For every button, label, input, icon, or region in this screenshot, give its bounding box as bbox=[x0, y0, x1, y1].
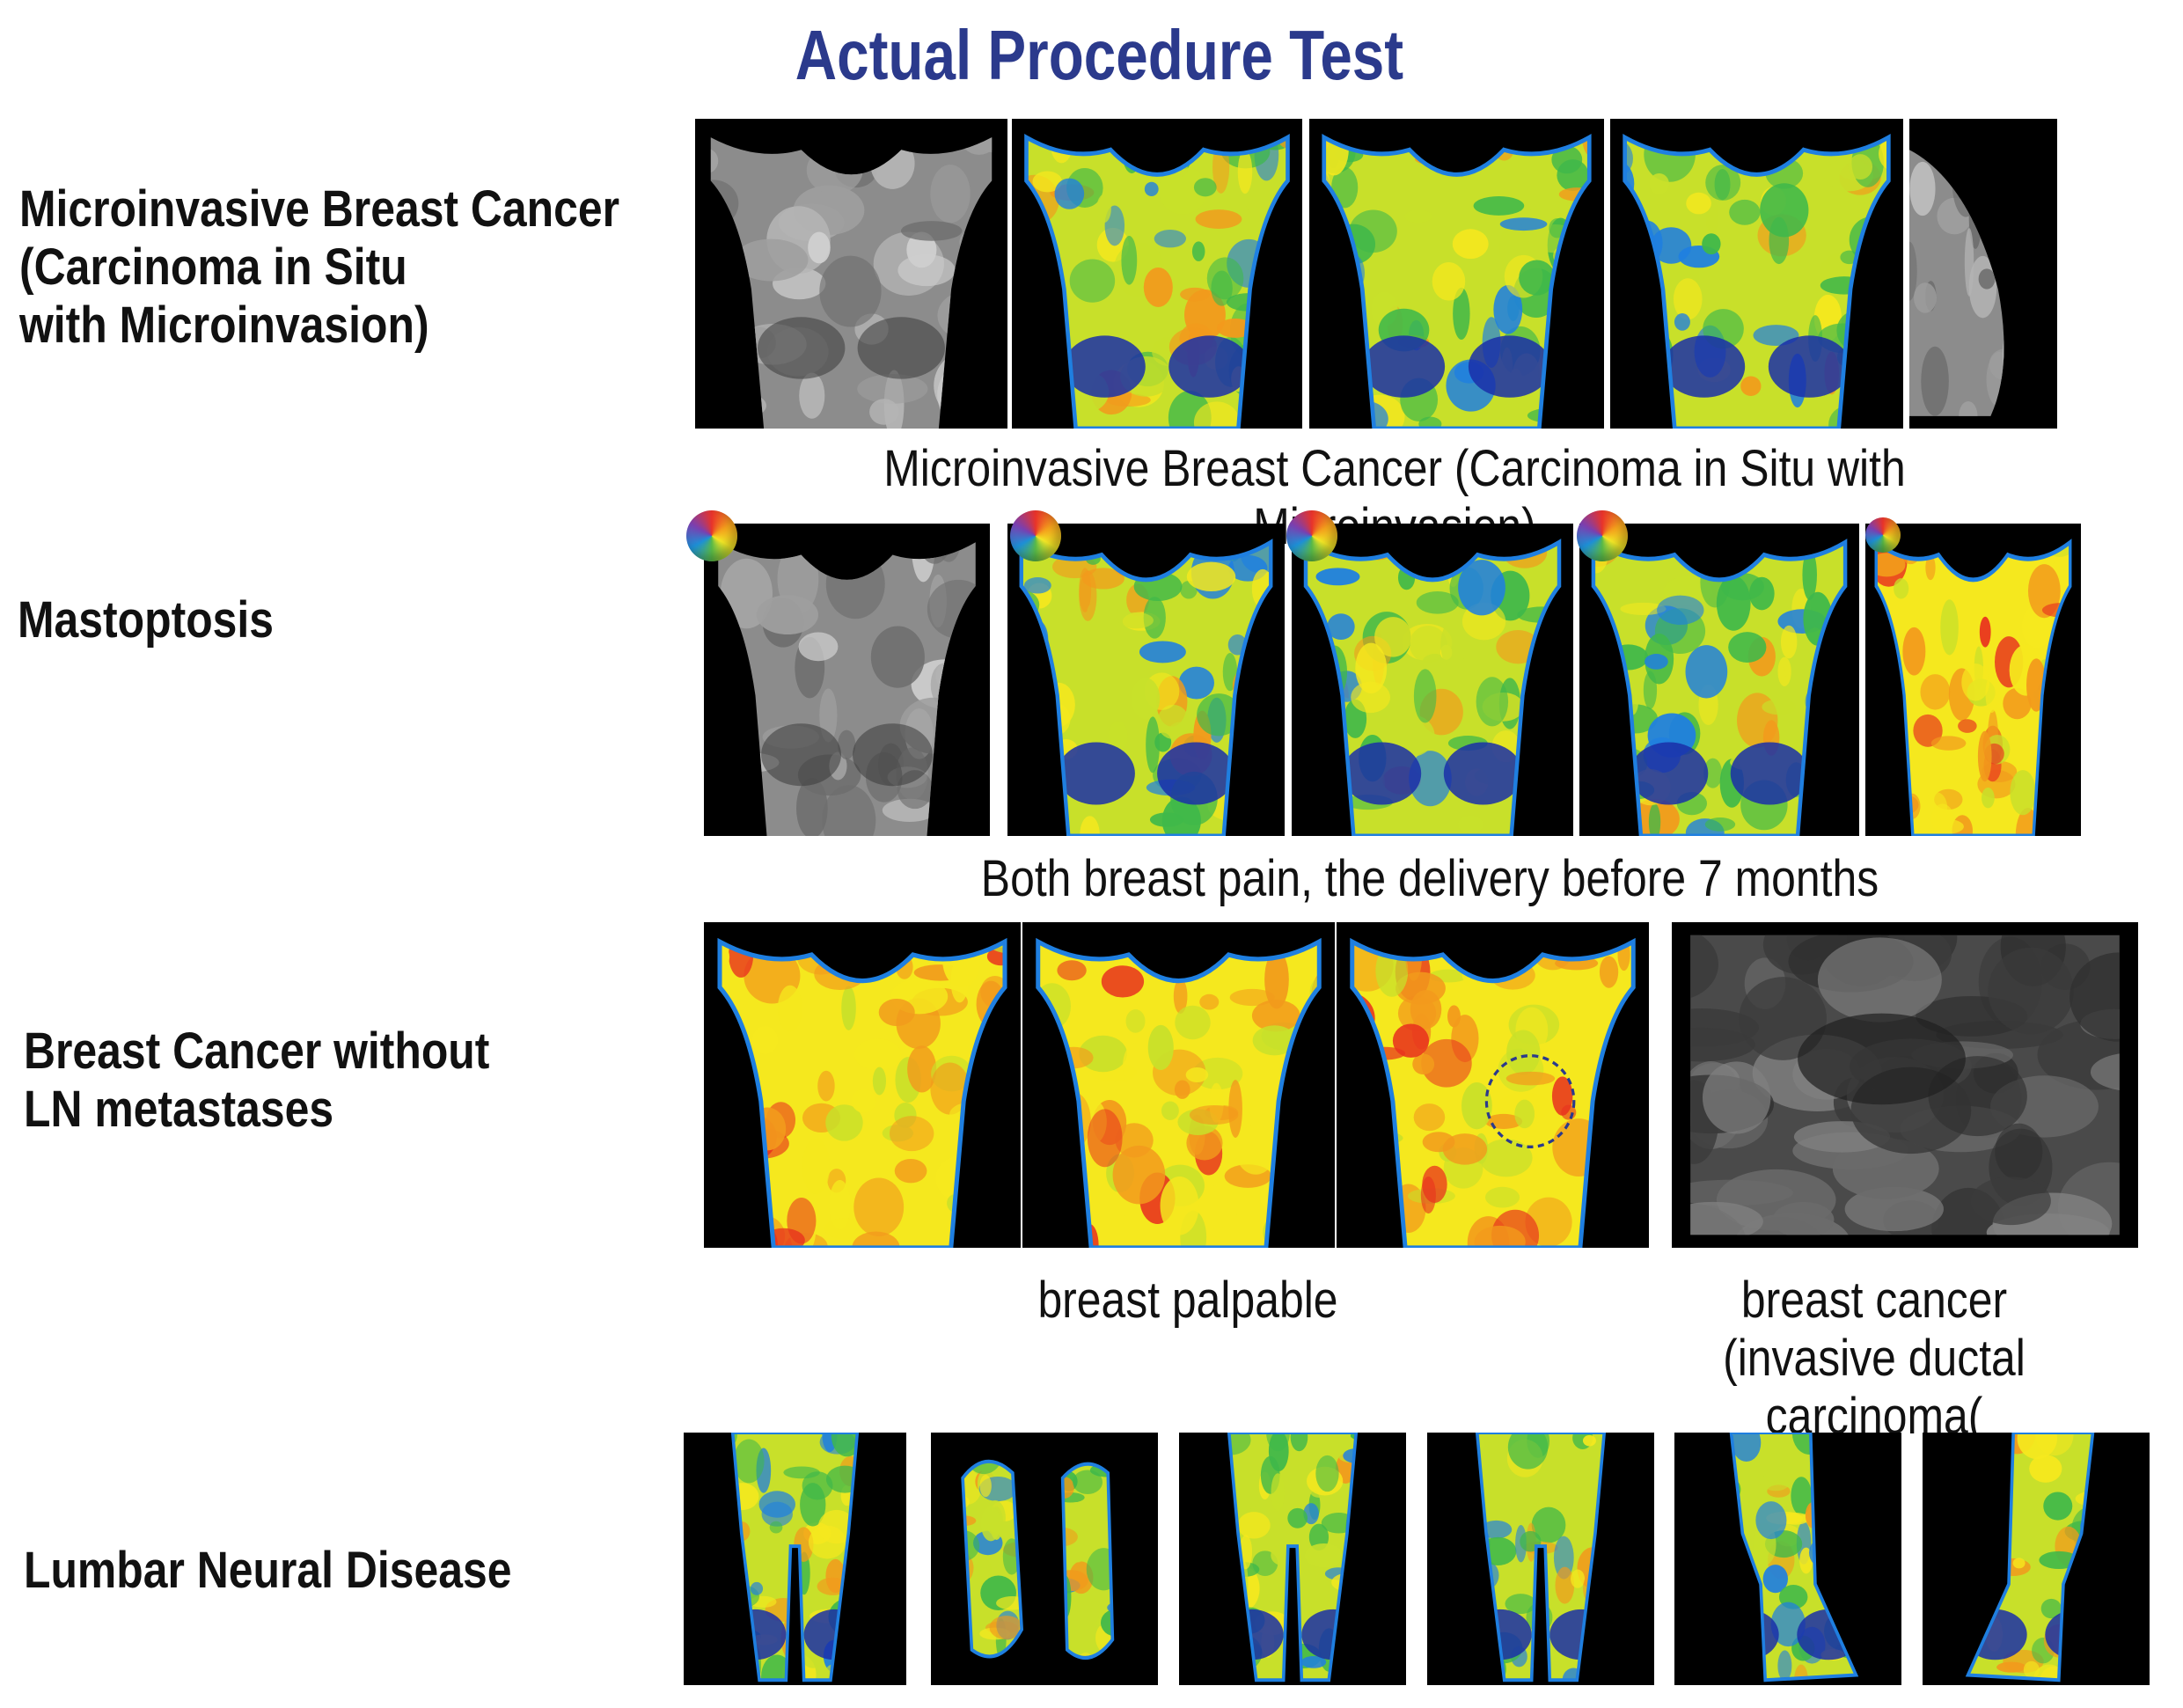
row-label-lumbar: Lumbar Neural Disease bbox=[24, 1542, 512, 1599]
thermal-breast-front bbox=[1022, 922, 1335, 1248]
color-wheel-icon bbox=[1010, 510, 1061, 561]
ultrasound-image bbox=[1672, 922, 2138, 1248]
xray-front-image-2 bbox=[704, 524, 990, 836]
thermal-image-side-2 bbox=[1579, 524, 1859, 836]
caption-row-3-left: breast palpable bbox=[1037, 1272, 1338, 1329]
color-wheel-icon bbox=[686, 510, 737, 561]
thermal-image-right bbox=[1610, 119, 1903, 429]
caption-row-2: Both breast pain, the delivery before 7 … bbox=[980, 850, 1879, 907]
thermal-legs-front bbox=[1179, 1433, 1406, 1685]
color-wheel-icon bbox=[1865, 517, 1901, 553]
row-label-mastoptosis: Mastoptosis bbox=[18, 591, 275, 649]
color-wheel-icon bbox=[1286, 510, 1337, 561]
thermal-legs-back bbox=[1427, 1433, 1654, 1685]
thermal-lumbar-back bbox=[684, 1433, 906, 1685]
thermal-image-front-2 bbox=[1292, 524, 1573, 836]
xray-front-image bbox=[695, 119, 1007, 429]
row-label-breast-cancer: Breast Cancer without LN metastases bbox=[24, 1023, 490, 1138]
thermal-breast-right bbox=[1337, 922, 1649, 1248]
thermal-image-left bbox=[1012, 119, 1302, 429]
thermal-image-side-1 bbox=[1007, 524, 1285, 836]
thermal-breast-left bbox=[704, 922, 1021, 1248]
page-title: Actual Procedure Test bbox=[795, 16, 1404, 94]
thermal-leg-side-right bbox=[1923, 1433, 2150, 1685]
mammogram-image bbox=[1909, 119, 2057, 429]
caption-row-3-right: breast cancer (invasive ductal carcinoma… bbox=[1723, 1272, 2026, 1445]
row-label-microinvasive: Microinvasive Breast Cancer (Carcinoma i… bbox=[19, 180, 620, 354]
thermal-image-front bbox=[1309, 119, 1604, 429]
thermal-feet-soles bbox=[931, 1433, 1158, 1685]
thermal-leg-side-left bbox=[1674, 1433, 1901, 1685]
thermal-image-analysis bbox=[1865, 524, 2081, 836]
color-wheel-icon bbox=[1577, 510, 1628, 561]
